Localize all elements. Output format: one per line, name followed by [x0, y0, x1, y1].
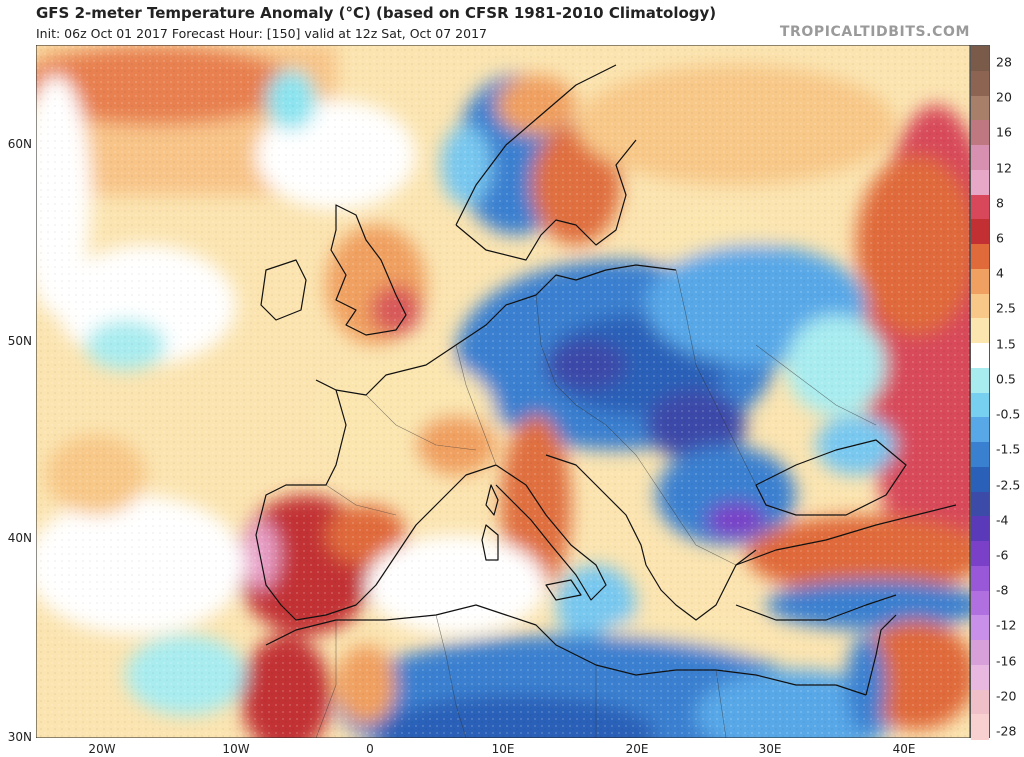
lon-label-10w: 10W: [222, 742, 250, 756]
colorbar-label: -28: [996, 723, 1017, 739]
colorbar-swatch: [971, 565, 989, 591]
colorbar-swatch: [971, 664, 989, 690]
colorbar-label: 8: [996, 195, 1004, 211]
colorbar-swatch: [971, 145, 989, 171]
colorbar-swatch: [971, 293, 989, 319]
lon-label-40e: 40E: [892, 742, 916, 756]
colorbar-label: -0.5: [996, 406, 1021, 422]
colorbar-swatch: [971, 491, 989, 517]
colorbar-swatch: [971, 244, 989, 270]
colorbar-swatch: [971, 194, 989, 220]
colorbar-label: -1.5: [996, 441, 1021, 457]
colorbar-swatch: [971, 714, 989, 740]
colorbar-swatch: [971, 392, 989, 418]
colorbar-swatch: [971, 70, 989, 96]
colorbar-swatch: [971, 516, 989, 542]
lon-label-20e: 20E: [625, 742, 649, 756]
colorbar-swatch: [971, 120, 989, 146]
lon-label-10e: 10E: [491, 742, 515, 756]
lon-label-20w: 20W: [88, 742, 116, 756]
lat-label-30n: 30N: [7, 730, 32, 744]
lat-label-60n: 60N: [7, 137, 32, 151]
lon-label-30e: 30E: [758, 742, 782, 756]
colorbar-swatch: [971, 219, 989, 245]
colorbar-swatch: [971, 442, 989, 468]
colorbar-swatch: [971, 169, 989, 195]
colorbar-label: 4: [996, 265, 1004, 281]
colorbar-label: -16: [996, 653, 1017, 669]
colorbar-swatch: [971, 95, 989, 121]
colorbar-label: 20: [996, 89, 1012, 105]
colorbar-swatch: [971, 318, 989, 344]
colorbar-label: 16: [996, 124, 1012, 140]
colorbar-swatch: [971, 367, 989, 393]
colorbar-label: 0.5: [996, 371, 1016, 387]
lat-label-40n: 40N: [7, 531, 32, 545]
colorbar-label: -20: [996, 688, 1017, 704]
map-subtitle: Init: 06z Oct 01 2017 Forecast Hour: [15…: [36, 26, 487, 41]
colorbar: [970, 45, 990, 740]
colorbar-label: 12: [996, 160, 1012, 176]
colorbar-swatch: [971, 417, 989, 443]
colorbar-swatch: [971, 343, 989, 369]
colorbar-swatch: [971, 46, 989, 72]
colorbar-swatch: [971, 541, 989, 567]
colorbar-label: -8: [996, 582, 1009, 598]
lat-label-50n: 50N: [7, 334, 32, 348]
lon-label-0: 0: [366, 742, 374, 756]
colorbar-swatch: [971, 466, 989, 492]
anomaly-map: [36, 45, 970, 738]
colorbar-swatch: [971, 268, 989, 294]
colorbar-swatch: [971, 615, 989, 641]
colorbar-swatch: [971, 640, 989, 666]
colorbar-swatch: [971, 689, 989, 715]
colorbar-label: -2.5: [996, 477, 1021, 493]
colorbar-label: 28: [996, 54, 1012, 70]
map-title: GFS 2-meter Temperature Anomaly (°C) (ba…: [36, 4, 717, 22]
colorbar-label: -4: [996, 512, 1009, 528]
colorbar-label: 2.5: [996, 300, 1016, 316]
colorbar-label: -12: [996, 617, 1017, 633]
site-brand: TROPICALTIDBITS.COM: [779, 24, 970, 40]
colorbar-label: 1.5: [996, 336, 1016, 352]
colorbar-label: 6: [996, 230, 1004, 246]
colorbar-swatch: [971, 590, 989, 616]
colorbar-label: -6: [996, 547, 1009, 563]
